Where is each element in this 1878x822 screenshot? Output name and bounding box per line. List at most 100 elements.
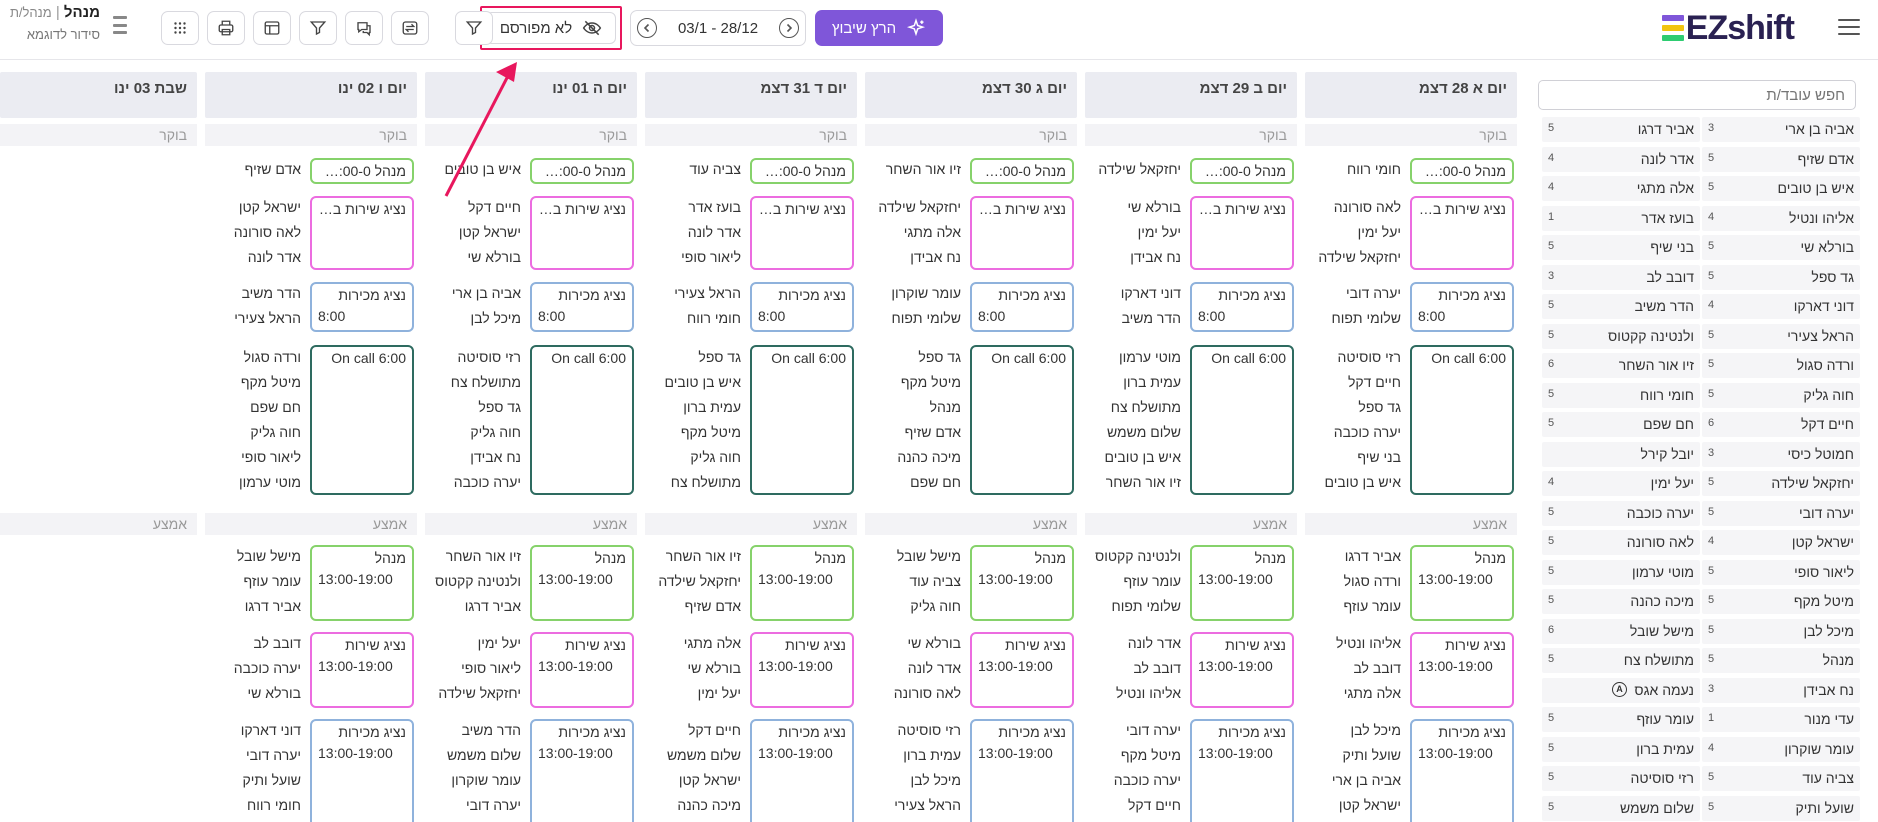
shift-manager-box[interactable]: מנהל 10:00-0... [750, 158, 854, 184]
assignee-name[interactable]: רזי סוסיטה [1337, 349, 1401, 365]
day-header[interactable]: יום ה 01 ינו [425, 72, 637, 118]
shift-sales-box[interactable]: נציג מכירות 13:00-19:00 [750, 719, 854, 822]
shift-service-box[interactable]: נציג שירות בוקר [750, 196, 854, 270]
assignee-name[interactable]: יחזקאל שילדה [878, 199, 961, 215]
assignee-name[interactable]: בורלא שי [687, 660, 741, 676]
filter-button[interactable] [455, 11, 493, 45]
shift-oncall-box[interactable]: On call 6:00 [1190, 345, 1294, 495]
shift-service-box[interactable]: נציג שירות 13:00-19:00 [530, 632, 634, 708]
assignee-name[interactable]: יערה כוכבה [1113, 772, 1181, 788]
shift-service-box[interactable]: נציג שירות 13:00-19:00 [1410, 632, 1514, 708]
assignee-name[interactable]: הראל צעירי [234, 310, 301, 326]
employee-item[interactable]: אביר דרגו 5 [1542, 117, 1700, 142]
assignee-name[interactable]: יעל ימין [477, 635, 521, 651]
assignee-name[interactable]: ישראל קטן [1338, 797, 1401, 813]
employee-item[interactable]: ורדה סגול 5 [1702, 353, 1860, 378]
assignee-name[interactable]: בני שיף [1357, 449, 1401, 465]
assignee-name[interactable]: שלום משמש [1106, 424, 1181, 440]
assignee-name[interactable]: שלום משמש [666, 747, 741, 763]
assignee-name[interactable]: אביה בן ארי [1331, 772, 1401, 788]
shift-service-box[interactable]: נציג שירות 13:00-19:00 [750, 632, 854, 708]
shift-oncall-box[interactable]: On call 6:00 [750, 345, 854, 495]
employee-item[interactable]: ליאור סופי 5 [1702, 559, 1860, 585]
employee-item[interactable]: בני שיף 5 [1542, 235, 1700, 260]
assignee-name[interactable]: חיים דקל [1347, 374, 1401, 390]
assignee-name[interactable]: ליאור סופי [681, 249, 741, 265]
assignee-name[interactable]: גד ספל [478, 399, 521, 415]
assignee-name[interactable]: חם שפם [250, 399, 301, 415]
employee-item[interactable]: מתושלח צח 5 [1542, 648, 1700, 673]
assignee-name[interactable]: זיו אור השחר [1105, 474, 1181, 490]
shift-service-box[interactable]: נציג שירות בוקר [310, 196, 414, 270]
employee-item[interactable]: יחזקאל שילדה 5 [1702, 471, 1860, 496]
assignee-name[interactable]: אדם שזיף [244, 161, 301, 177]
assignee-name[interactable]: רזי סוסיטה [897, 722, 961, 738]
employee-item[interactable]: צביה עוד 5 [1702, 766, 1860, 791]
employee-item[interactable]: מישל שובל 6 [1542, 618, 1700, 644]
assignee-name[interactable]: צביה עוד [689, 161, 741, 177]
shift-sales-box[interactable]: נציג מכירות 13:00-19:00 [970, 719, 1074, 822]
assignee-name[interactable]: עמית ברון [1123, 374, 1181, 390]
employee-item[interactable]: עומר עוזף 5 [1542, 707, 1700, 732]
shift-manager-box[interactable]: מנהל 13:00-19:00 [530, 545, 634, 621]
assignee-name[interactable]: יערה כוכבה [453, 474, 521, 490]
assignee-name[interactable]: אביר דרגו [1344, 548, 1401, 564]
assignee-name[interactable]: עומר עוזף [243, 573, 301, 589]
shift-sales-box[interactable]: נציג מכירות 8:00 [1410, 282, 1514, 332]
assignee-name[interactable]: שועל ותיק [242, 772, 301, 788]
assignee-name[interactable]: נח אבידן [470, 449, 521, 465]
assignee-name[interactable]: עומר שוקרון [451, 772, 521, 788]
shift-sales-box[interactable]: נציג מכירות 13:00-19:00 [530, 719, 634, 822]
assignee-name[interactable]: יעל ימין [1137, 224, 1181, 240]
assignee-name[interactable]: אדר לונה [247, 249, 301, 265]
shift-manager-box[interactable]: מנהל 10:00-0... [310, 158, 414, 184]
assignee-name[interactable]: זיו אור השחר [885, 161, 961, 177]
employee-item[interactable]: רזי סוסיטה 5 [1542, 766, 1700, 791]
assignee-name[interactable]: אלה מתגי [1343, 685, 1401, 701]
assignee-name[interactable]: מתושלח צח [450, 374, 521, 390]
shift-manager-box[interactable]: מנהל 13:00-19:00 [750, 545, 854, 621]
shift-sales-box[interactable]: נציג מכירות 8:00 [310, 282, 414, 332]
publish-status-button[interactable]: לא מפורסם [486, 12, 616, 44]
assignee-name[interactable]: מתושלח צח [1110, 399, 1181, 415]
assignee-name[interactable]: נח אבידן [910, 249, 961, 265]
employee-item[interactable]: לאה סורונה 5 [1542, 530, 1700, 555]
assignee-name[interactable]: רזי סוסיטה [457, 349, 521, 365]
assignee-name[interactable]: נח אבידן [1130, 249, 1181, 265]
assignee-name[interactable]: שלום משמש [446, 747, 521, 763]
assignee-name[interactable]: שועל ותיק [1342, 747, 1401, 763]
shift-manager-box[interactable]: מנהל 13:00-19:00 [1190, 545, 1294, 621]
assignee-name[interactable]: שלומי תפוח [1111, 598, 1181, 614]
assignee-name[interactable]: דוני דארקו [1120, 285, 1181, 301]
assignee-name[interactable]: ישראל קטן [238, 199, 301, 215]
assignee-name[interactable]: אלה מתגי [683, 635, 741, 651]
assignee-name[interactable]: אדר לונה [687, 224, 741, 240]
day-header[interactable]: יום ב 29 דצמ [1085, 72, 1297, 118]
assignee-name[interactable]: מוטי ערמון [238, 474, 301, 490]
shift-sales-box[interactable]: נציג מכירות 8:00 [1190, 282, 1294, 332]
menu-icon[interactable] [1838, 16, 1860, 38]
prev-week-button[interactable] [637, 18, 657, 38]
employee-item[interactable]: בורלא שי 5 [1702, 235, 1860, 260]
shift-service-box[interactable]: נציג שירות 13:00-19:00 [970, 632, 1074, 708]
assignee-name[interactable]: לאה סורונה [893, 685, 961, 701]
assignee-name[interactable]: בורלא שי [247, 685, 301, 701]
shift-sales-box[interactable]: נציג מכירות 13:00-19:00 [1190, 719, 1294, 822]
assignee-name[interactable]: אביר דרגו [464, 598, 521, 614]
employee-item[interactable]: עמית ברון 5 [1542, 736, 1700, 762]
employee-item[interactable]: חוה גליק 5 [1702, 382, 1860, 408]
comments-button[interactable] [345, 11, 383, 45]
shift-service-box[interactable]: נציג שירות 13:00-19:00 [1190, 632, 1294, 708]
date-range-label[interactable]: 03/1 - 28/12 [677, 19, 759, 37]
assignee-name[interactable]: בורלא שי [1127, 199, 1181, 215]
shift-sales-box[interactable]: נציג מכירות 13:00-19:00 [1410, 719, 1514, 822]
assignee-name[interactable]: חוה גליק [250, 424, 301, 440]
apps-button[interactable] [161, 11, 199, 45]
employee-item[interactable]: שועל ותיק 5 [1702, 795, 1860, 821]
employee-item[interactable]: אלה מתגי 4 [1542, 176, 1700, 201]
assignee-name[interactable]: שלומי תפוח [891, 310, 961, 326]
assignee-name[interactable]: דוני דארקו [240, 722, 301, 738]
assignee-name[interactable]: אדר לונה [1127, 635, 1181, 651]
shift-service-box[interactable]: נציג שירות בוקר [530, 196, 634, 270]
assignee-name[interactable]: מוטי ערמון [1118, 349, 1181, 365]
